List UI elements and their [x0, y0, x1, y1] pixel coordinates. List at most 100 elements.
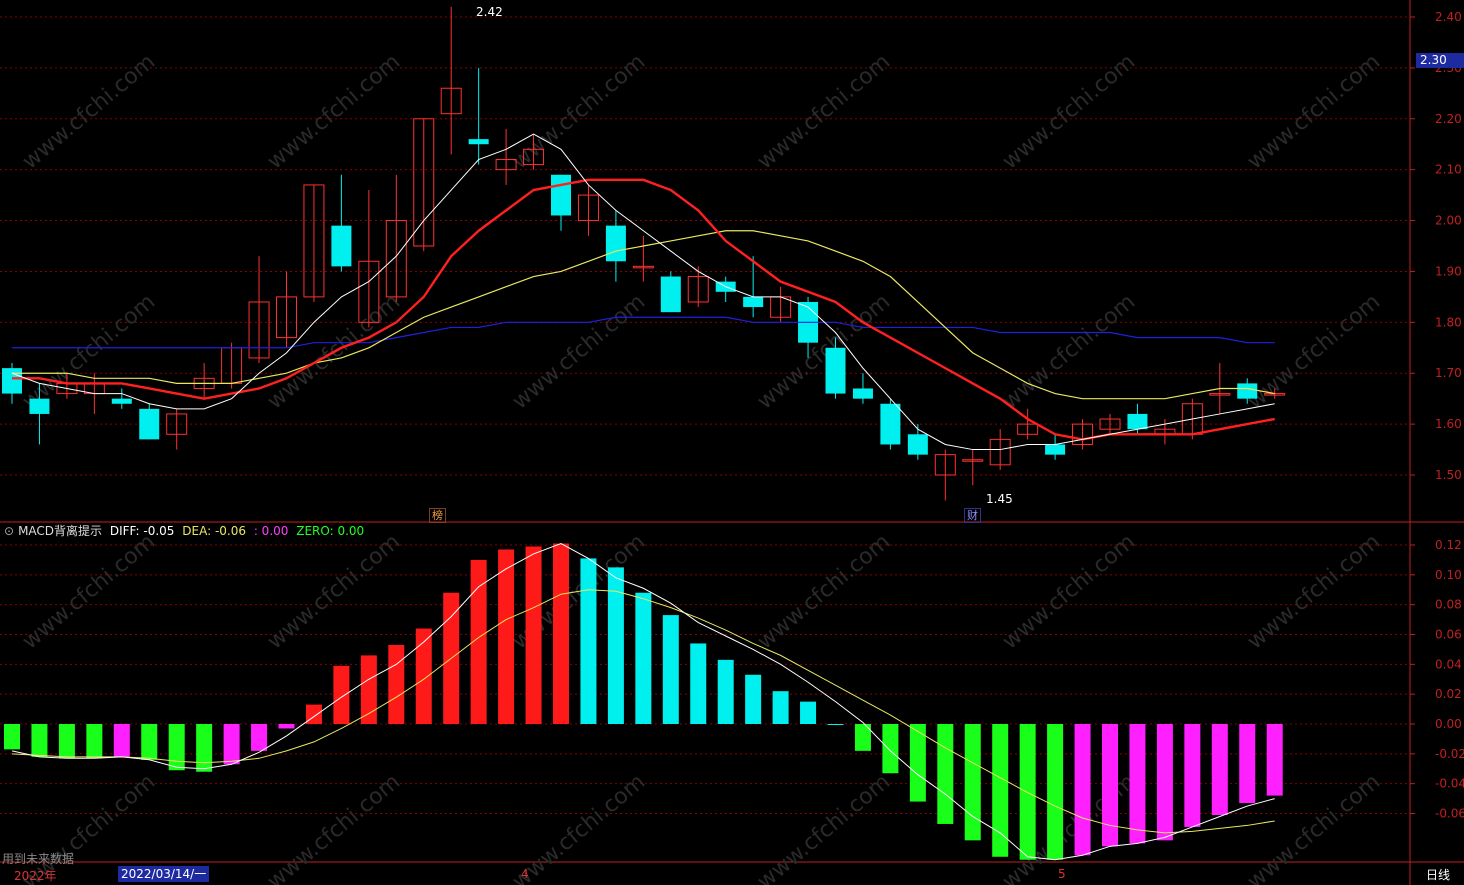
macd-bar: [827, 724, 844, 725]
candle-body: [248, 301, 270, 359]
macd-tick-label: 0.02: [1435, 687, 1462, 701]
candle-body: [1045, 444, 1066, 455]
watermark-text: www.cfchi.com: [1243, 49, 1385, 174]
candle-body: [2, 368, 22, 394]
candle-body: [440, 87, 462, 115]
macd-tick-label: 0.06: [1435, 628, 1462, 642]
ma10-line: [12, 178, 1275, 441]
price-tick-label: 1.60: [1435, 417, 1462, 431]
candle-body: [385, 220, 407, 298]
month-label-4: 4: [521, 867, 529, 881]
price-tick-label: 2.00: [1435, 214, 1462, 228]
ma5-line: [11, 133, 1275, 451]
dea-line: [11, 589, 1275, 834]
macd-bar: [388, 644, 405, 724]
candle-body: [276, 296, 297, 339]
marker-cai[interactable]: 财: [964, 508, 981, 523]
watermark-text: www.cfchi.com: [753, 289, 895, 414]
macd-tick-label: -0.02: [1435, 747, 1464, 761]
macd-bar: [360, 655, 377, 724]
macd-bar: [196, 724, 213, 772]
macd-bar: [113, 724, 130, 757]
watermark-text: www.cfchi.com: [753, 529, 895, 654]
macd-bar: [662, 615, 679, 724]
macd-bar: [909, 724, 926, 802]
watermark-text: www.cfchi.com: [263, 49, 405, 174]
macd-bar: [58, 724, 75, 759]
month-label-5: 5: [1058, 867, 1066, 881]
candle-body: [1127, 413, 1148, 430]
candle-body: [880, 403, 901, 445]
macd-bar: [31, 724, 48, 757]
watermark-text: www.cfchi.com: [508, 49, 650, 174]
watermark-text: www.cfchi.com: [753, 769, 895, 885]
candle-body: [934, 454, 956, 476]
candle-body: [632, 265, 654, 269]
macd-bar: [1156, 724, 1173, 841]
candle-body: [825, 347, 846, 394]
watermark-text: www.cfchi.com: [508, 289, 650, 414]
candle-body: [743, 296, 764, 308]
macd-bar: [690, 643, 707, 724]
watermark-text: www.cfchi.com: [1243, 529, 1385, 654]
macd-bar: [1019, 724, 1036, 860]
price-tick-label: 2.10: [1435, 163, 1462, 177]
macd-bar: [141, 724, 158, 760]
candle-body: [687, 276, 709, 303]
macd-bar: [1102, 724, 1118, 847]
macd-bar: [553, 543, 569, 724]
candle-body: [303, 184, 325, 298]
candle-body: [413, 118, 435, 247]
macd-header: ⊙ MACD背离提示 DIFF: -0.05 DEA: -0.06 : 0.00 …: [4, 522, 368, 539]
macd-bar: [251, 724, 268, 751]
macd-bar: [635, 592, 652, 724]
macd-bar: [1211, 724, 1228, 815]
candle-body: [1017, 423, 1039, 435]
price-tick-label: 1.80: [1435, 315, 1462, 329]
macd-bar: [1129, 724, 1146, 844]
watermark-text: www.cfchi.com: [263, 529, 405, 654]
candle-body: [468, 139, 489, 145]
price-tick-label: 1.50: [1435, 468, 1462, 482]
candle-body: [139, 408, 160, 440]
candle-body: [1209, 393, 1231, 396]
high-price-label: 2.42: [476, 5, 503, 19]
macd-bar: [223, 724, 240, 765]
macd-bar: [800, 701, 817, 724]
macd-bar: [882, 724, 899, 774]
ma20-line: [12, 230, 1275, 400]
macd-bar: [1184, 724, 1201, 827]
period-selector[interactable]: 日线: [1426, 868, 1451, 882]
macd-value: : 0.00: [253, 524, 289, 538]
watermark-text: www.cfchi.com: [18, 529, 160, 654]
candle-body: [989, 438, 1011, 466]
candle-body: [166, 413, 188, 435]
watermark-text: www.cfchi.com: [508, 769, 650, 885]
year-label: 2022年: [14, 869, 57, 883]
macd-bar: [937, 724, 954, 824]
watermark-text: www.cfchi.com: [1243, 289, 1385, 414]
macd-bar: [86, 724, 103, 759]
macd-menu-icon[interactable]: ⊙: [4, 524, 15, 538]
macd-bar: [992, 724, 1009, 857]
candle-body: [111, 398, 132, 404]
macd-bar: [772, 691, 789, 724]
candle-body: [1099, 418, 1121, 430]
candle-body: [852, 388, 873, 399]
macd-bar: [717, 659, 734, 724]
macd-bar: [580, 558, 597, 724]
price-tick-label: 1.70: [1435, 366, 1462, 380]
macd-tick-label: 0.08: [1435, 598, 1462, 612]
watermark-text: www.cfchi.com: [1243, 769, 1385, 885]
candle-body: [358, 260, 380, 323]
macd-bar: [1239, 724, 1256, 804]
macd-bar: [525, 546, 542, 724]
macd-tick-label: -0.06: [1435, 807, 1464, 821]
macd-tick-label: 0.04: [1435, 657, 1462, 671]
marker-bang[interactable]: 榜: [429, 508, 446, 523]
macd-bar: [415, 628, 432, 724]
macd-bar: [333, 665, 350, 724]
price-tick-label: 2.20: [1435, 112, 1462, 126]
macd-title[interactable]: MACD背离提示: [18, 524, 103, 538]
